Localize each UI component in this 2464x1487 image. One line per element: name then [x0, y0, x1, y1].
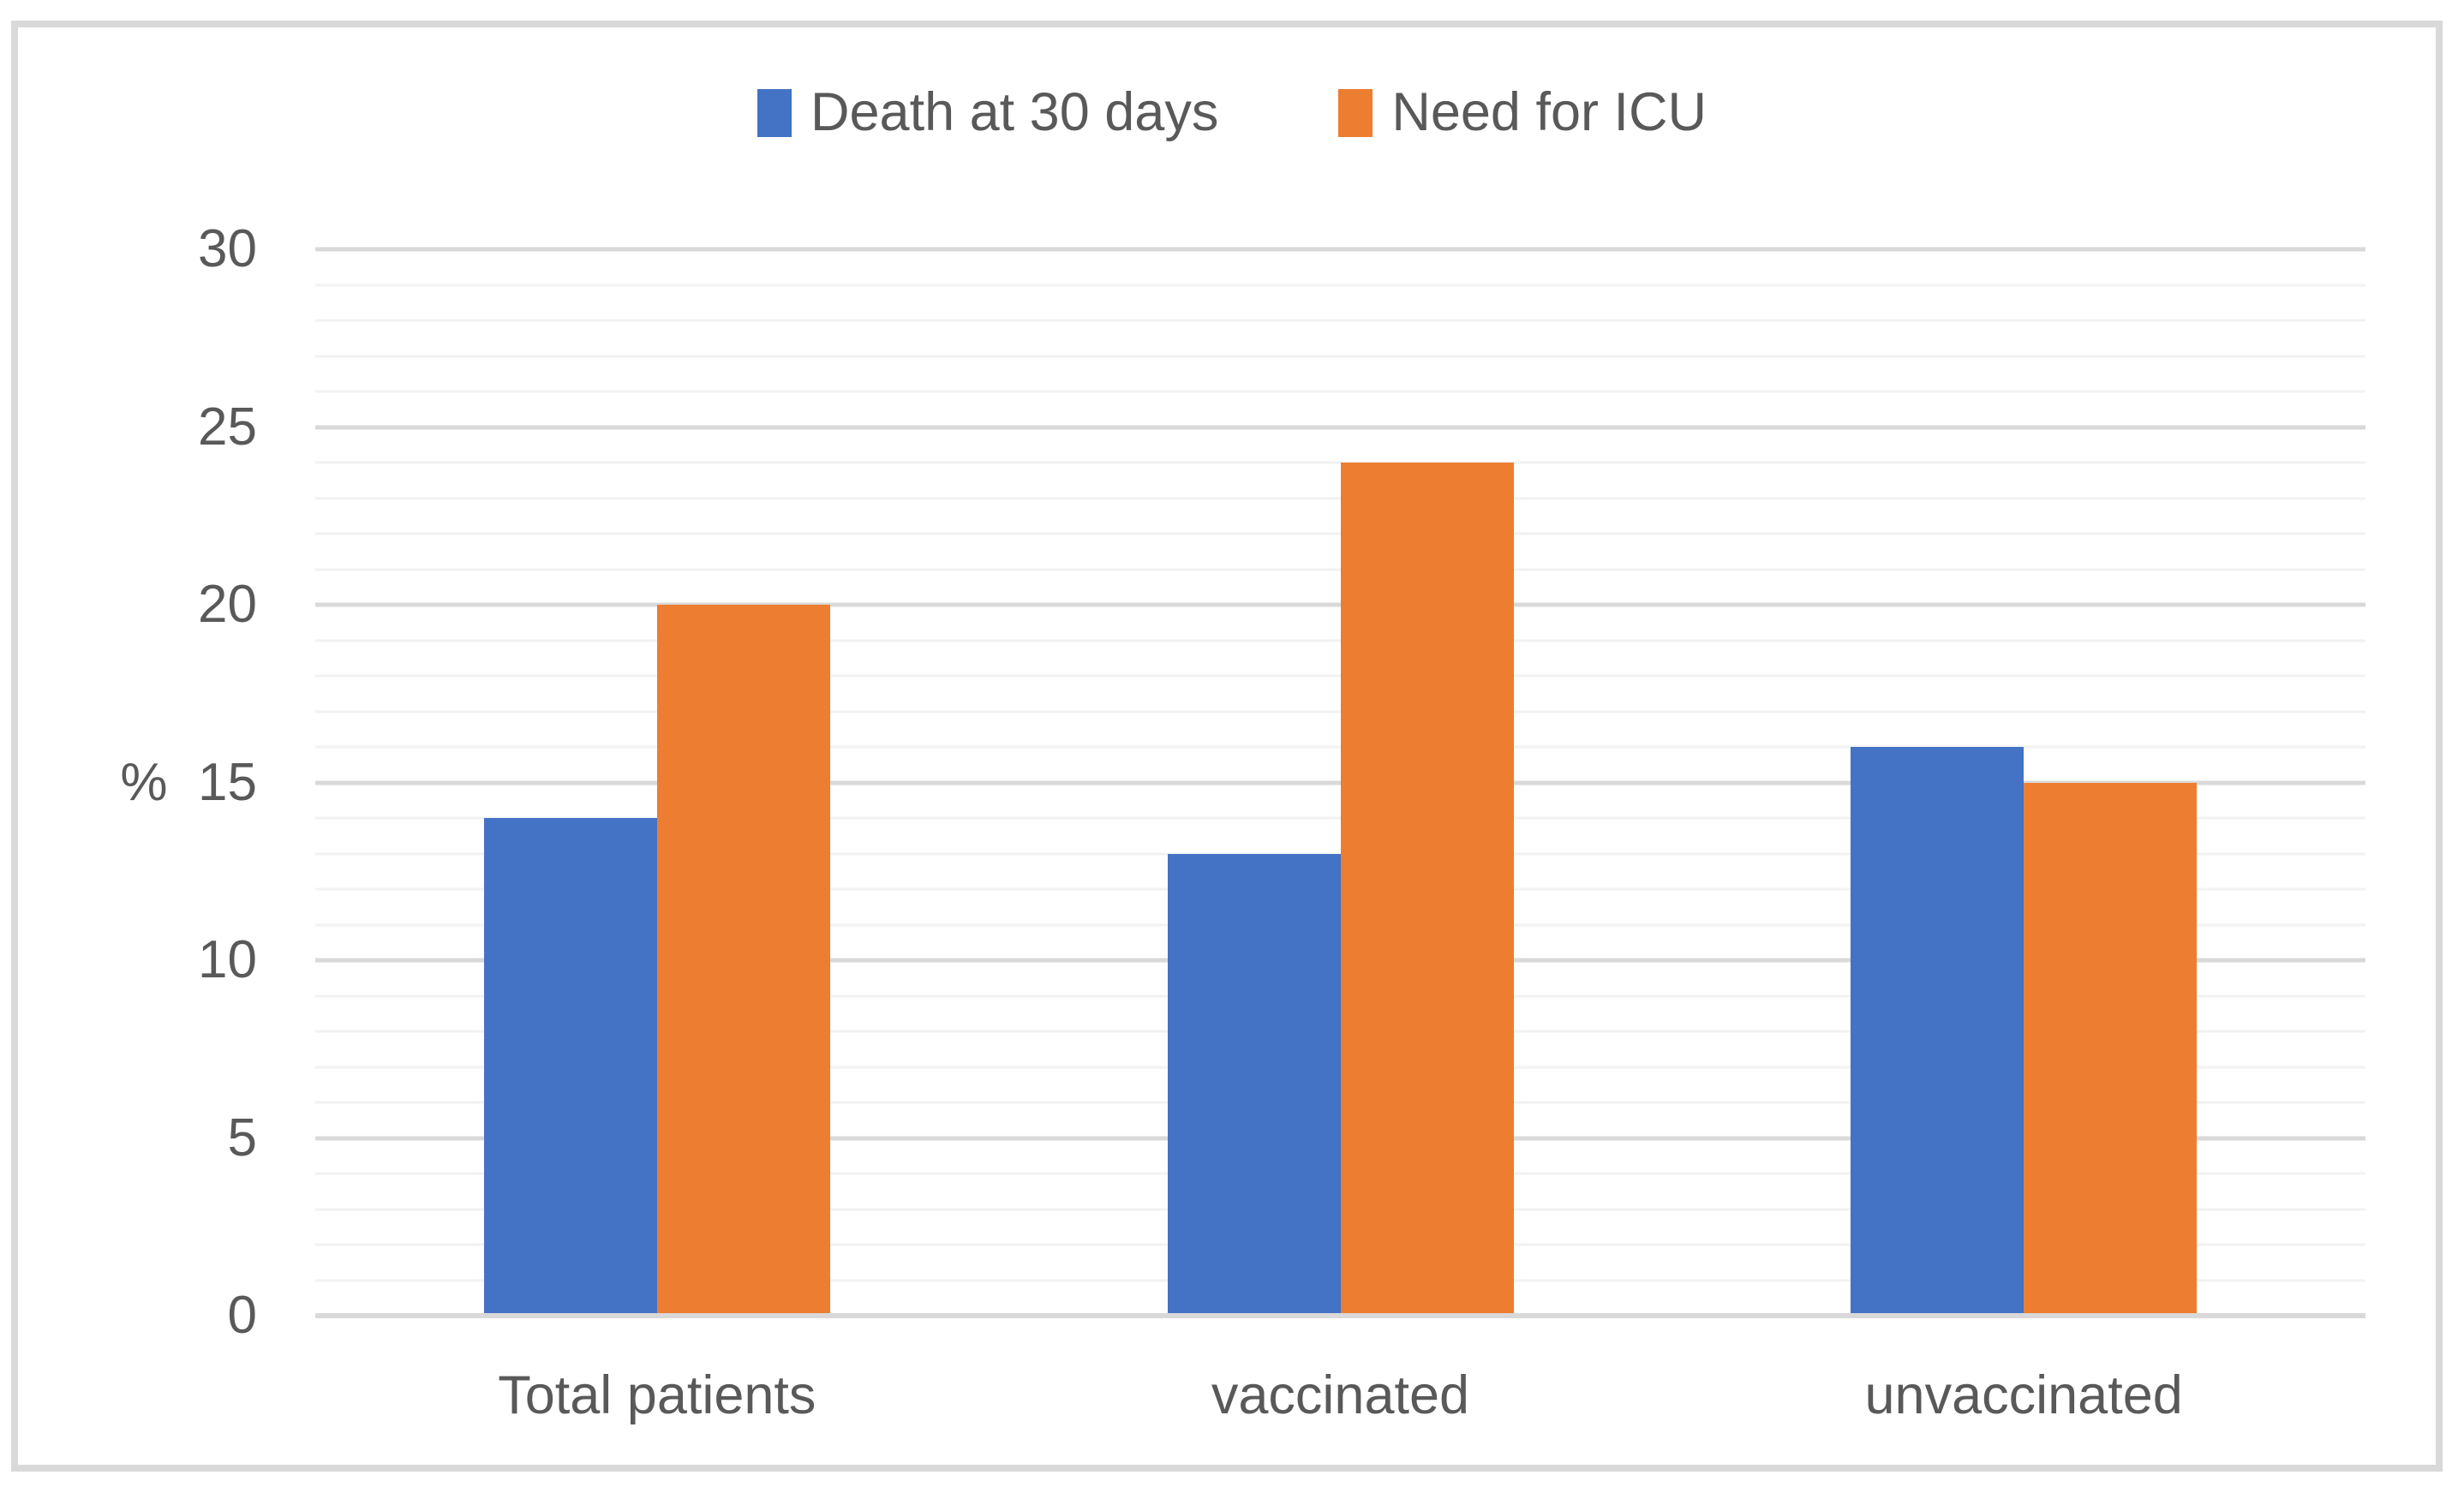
bar-icu-0	[656, 605, 830, 1316]
legend-item: Death at 30 days	[757, 86, 1218, 140]
y-tick-label: 15	[198, 752, 257, 812]
major-gridline	[315, 247, 2365, 252]
legend-swatch-death-icon	[757, 88, 792, 137]
bar-icu-1	[1340, 463, 1514, 1316]
x-category-label: Total patients	[498, 1365, 816, 1425]
x-category-label: vaccinated	[1211, 1365, 1470, 1425]
bar-death-1	[1167, 853, 1341, 1316]
y-tick-label: 30	[198, 219, 257, 278]
minor-gridline	[315, 355, 2365, 357]
major-gridline	[315, 425, 2365, 429]
bar-death-2	[1851, 747, 2024, 1316]
y-tick-label: 25	[198, 397, 257, 457]
legend-item-label: Need for ICU	[1391, 82, 1707, 142]
bar-death-0	[483, 818, 657, 1316]
minor-gridline	[315, 390, 2365, 393]
legend-item-label: Death at 30 days	[810, 82, 1219, 142]
y-tick-label: 10	[198, 930, 257, 989]
minor-gridline	[315, 284, 2365, 286]
bar-icu-2	[2024, 782, 2198, 1316]
minor-gridline	[315, 319, 2365, 322]
legend-swatch-icu-icon	[1338, 88, 1373, 137]
x-category-label: unvaccinated	[1864, 1365, 2183, 1425]
y-tick-label: 5	[227, 1108, 257, 1168]
y-tick-label: 20	[198, 575, 257, 634]
y-axis-title: %	[120, 752, 168, 812]
legend-item: Need for ICU	[1338, 86, 1707, 140]
y-tick-label: 0	[227, 1286, 257, 1345]
chart-legend: Death at 30 days Need for ICU	[0, 86, 2464, 140]
x-axis-line	[315, 1313, 2365, 1318]
